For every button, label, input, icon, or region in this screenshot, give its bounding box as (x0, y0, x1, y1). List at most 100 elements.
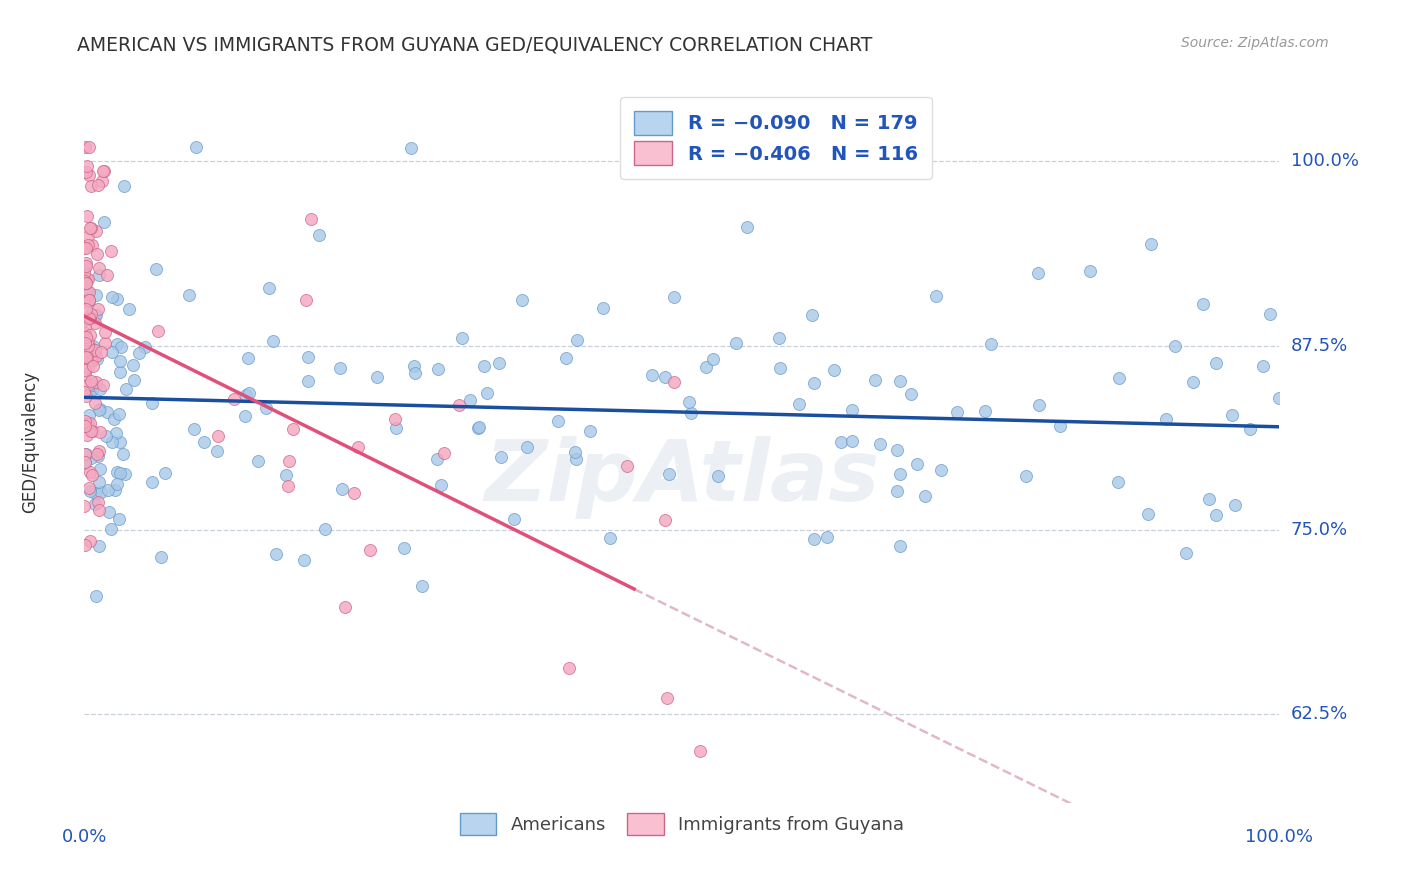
Point (91, 164, 114, 178)
Point (75, 241, 97, 255)
Point (73, 352, 96, 367)
Point (79, 341, 101, 355)
Point (101, 434, 124, 449)
Point (82, 359, 104, 374)
Point (565, 452, 588, 467)
Point (75, 260, 97, 275)
Point (73, 413, 96, 427)
Point (73, 385, 96, 400)
Point (110, 466, 132, 480)
Point (82, 238, 104, 252)
Point (467, 420, 489, 434)
Point (73, 447, 96, 461)
Point (1026, 266, 1049, 280)
Point (105, 426, 128, 441)
Point (768, 361, 790, 376)
Point (87, 443, 110, 458)
Point (77, 409, 100, 423)
Point (333, 600, 356, 615)
Point (96, 268, 118, 282)
Point (254, 401, 277, 416)
Point (94, 335, 117, 350)
Point (224, 392, 246, 406)
Point (73, 295, 96, 310)
Point (205, 444, 228, 458)
Point (411, 579, 433, 593)
Text: ZipAtlas: ZipAtlas (484, 436, 880, 519)
Point (246, 454, 269, 468)
Point (86, 352, 108, 367)
Point (79, 220, 101, 235)
Point (1251, 359, 1274, 373)
Point (900, 386, 922, 401)
Point (384, 421, 406, 435)
Point (1198, 492, 1220, 507)
Point (84, 224, 107, 238)
Point (76, 428, 98, 442)
Point (86, 449, 108, 463)
Point (73, 326, 96, 340)
Point (87, 503, 110, 517)
Point (308, 228, 330, 243)
Point (262, 334, 284, 348)
Point (329, 361, 352, 376)
Point (101, 344, 124, 359)
Point (80, 354, 103, 368)
Point (84, 396, 107, 410)
Point (82, 352, 104, 367)
Point (77, 417, 100, 432)
Point (105, 477, 128, 491)
Point (77, 311, 100, 326)
Point (115, 382, 138, 396)
Point (472, 359, 495, 374)
Point (148, 324, 170, 338)
Point (134, 340, 156, 354)
Point (366, 369, 388, 384)
Point (1205, 356, 1227, 370)
Point (128, 346, 150, 360)
Point (86, 247, 108, 261)
Point (426, 452, 449, 467)
Point (75, 276, 97, 290)
Point (314, 522, 336, 536)
Point (76, 272, 98, 286)
Point (80, 308, 103, 322)
Text: Source: ZipAtlas.com: Source: ZipAtlas.com (1181, 36, 1329, 50)
Point (73, 242, 96, 256)
Point (108, 354, 131, 368)
Point (1268, 391, 1291, 405)
Text: 100.0%: 100.0% (1291, 153, 1358, 170)
Point (83, 308, 105, 322)
Point (886, 484, 908, 499)
Point (79, 351, 101, 365)
Point (184, 139, 207, 153)
Point (84, 349, 107, 363)
Point (82, 378, 104, 392)
Point (1182, 375, 1205, 389)
Point (863, 373, 886, 387)
Point (1174, 546, 1197, 560)
Point (76, 350, 98, 364)
Point (103, 412, 125, 426)
Point (283, 422, 305, 436)
Point (1049, 419, 1071, 434)
Point (89, 462, 111, 476)
Point (79, 327, 101, 342)
Point (592, 301, 614, 315)
Point (1140, 237, 1163, 252)
Point (100, 522, 122, 536)
Point (73, 336, 96, 351)
Point (555, 351, 578, 366)
Point (73, 266, 96, 280)
Point (841, 402, 863, 417)
Point (447, 398, 470, 412)
Point (73, 455, 96, 469)
Point (108, 407, 131, 421)
Point (79, 534, 101, 549)
Point (392, 541, 415, 555)
Point (869, 437, 891, 451)
Point (654, 513, 676, 527)
Point (75, 256, 97, 270)
Point (76, 159, 98, 173)
Point (73, 313, 96, 327)
